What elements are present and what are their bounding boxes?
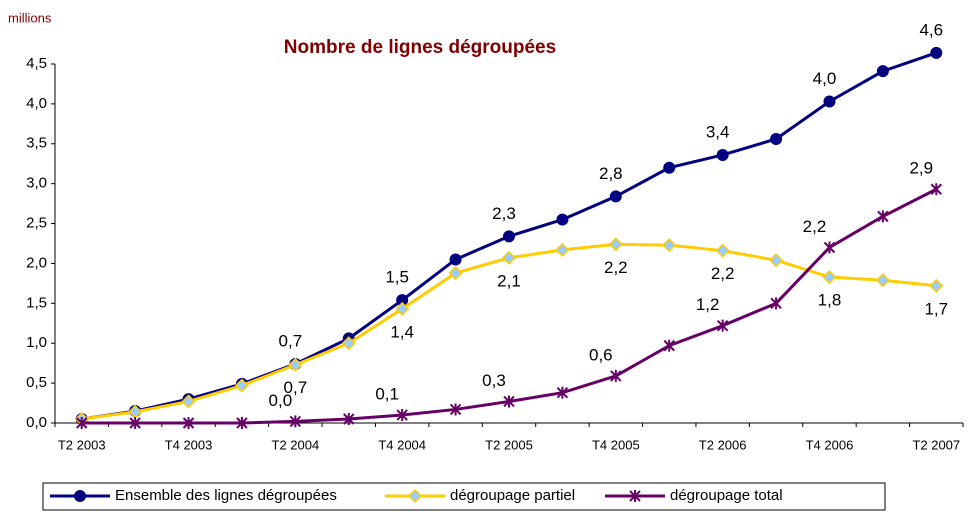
data-point — [556, 386, 569, 399]
data-label: 0,1 — [375, 385, 399, 404]
x-tick-label: T4 2005 — [592, 437, 640, 452]
y-tick-label: 3,0 — [26, 175, 47, 192]
data-point — [823, 241, 836, 254]
data-label: 0,7 — [284, 378, 308, 397]
data-point — [395, 301, 410, 316]
y-tick-label: 2,0 — [26, 254, 47, 271]
data-point — [555, 242, 570, 257]
data-label: 2,8 — [599, 164, 623, 183]
legend-marker — [407, 488, 423, 504]
data-point — [234, 378, 250, 393]
data-label: 1,8 — [818, 290, 842, 309]
data-label: 2,1 — [497, 271, 521, 290]
data-point — [288, 357, 303, 372]
data-point — [715, 243, 730, 258]
data-point — [449, 403, 462, 416]
legend-label: dégroupage partiel — [450, 487, 575, 504]
data-point — [930, 46, 943, 59]
data-label: 0,7 — [279, 331, 303, 350]
x-tick-label: T4 2006 — [806, 437, 854, 452]
data-point — [341, 336, 356, 351]
data-point — [129, 417, 141, 429]
data-point — [929, 278, 944, 293]
data-point — [396, 409, 408, 422]
y-tick-label: 2,5 — [26, 215, 47, 232]
data-point — [236, 417, 248, 429]
data-label: 1,2 — [696, 295, 720, 314]
data-point — [181, 394, 196, 409]
data-label: 4,6 — [919, 20, 943, 39]
data-point — [822, 269, 837, 285]
data-label: 2,2 — [604, 258, 628, 277]
data-point — [608, 237, 623, 252]
y-tick-label: 1,5 — [26, 294, 47, 311]
y-tick-label: 4,5 — [26, 55, 47, 72]
y-tick-label: 0,0 — [26, 414, 47, 431]
x-tick-label: T2 2007 — [912, 437, 960, 452]
data-label: 1,7 — [924, 299, 948, 318]
legend-marker — [629, 490, 641, 502]
data-point — [930, 183, 943, 196]
data-label: 0,0 — [269, 391, 293, 410]
legend-box — [42, 482, 886, 511]
data-label: 2,2 — [803, 217, 827, 236]
data-point — [75, 417, 88, 429]
data-point — [503, 395, 515, 408]
data-label: 0,6 — [589, 345, 613, 364]
x-tick-label: T2 2004 — [272, 437, 320, 452]
chart-title: Nombre de lignes dégroupées — [284, 37, 556, 58]
data-label: 1,5 — [385, 268, 409, 287]
y-axis-unit: millions — [8, 10, 52, 25]
data-point — [875, 273, 890, 288]
data-point — [556, 213, 569, 226]
data-point — [770, 297, 782, 310]
data-point — [770, 132, 783, 145]
x-tick-label: T4 2004 — [378, 437, 426, 452]
y-tick-label: 1,0 — [26, 334, 47, 351]
data-label: 2,9 — [909, 159, 933, 178]
data-point — [663, 339, 675, 352]
data-point — [877, 210, 889, 223]
legend-marker — [74, 490, 86, 502]
x-tick-label: T4 2003 — [165, 437, 213, 452]
data-point — [768, 253, 784, 268]
data-point — [449, 253, 462, 266]
data-point — [609, 190, 622, 203]
x-tick-label: T2 2006 — [699, 437, 747, 452]
data-label: 3,4 — [706, 122, 730, 141]
y-tick-label: 3,5 — [26, 135, 47, 152]
data-point — [182, 417, 195, 429]
data-point — [289, 415, 302, 428]
data-point — [448, 265, 463, 281]
data-label: 4,0 — [813, 69, 837, 88]
data-point — [610, 369, 622, 382]
data-point — [823, 95, 836, 108]
data-label: 0,3 — [482, 371, 506, 390]
data-label: 1,4 — [390, 322, 414, 341]
data-point — [663, 161, 676, 174]
data-point — [716, 148, 729, 161]
data-label: 2,3 — [492, 204, 516, 223]
data-point — [662, 238, 677, 253]
x-tick-label: T2 2005 — [485, 437, 533, 452]
legend-label: dégroupage total — [670, 487, 783, 504]
data-point — [343, 413, 355, 426]
data-label: 2,2 — [711, 264, 735, 283]
data-point — [716, 319, 729, 332]
data-point — [876, 65, 889, 78]
data-point — [501, 250, 517, 265]
y-tick-label: 0,5 — [26, 374, 47, 391]
x-tick-label: T2 2003 — [58, 437, 106, 452]
y-tick-label: 4,0 — [26, 95, 47, 112]
legend-label: Ensemble des lignes dégroupées — [115, 487, 337, 504]
data-point — [503, 230, 515, 243]
